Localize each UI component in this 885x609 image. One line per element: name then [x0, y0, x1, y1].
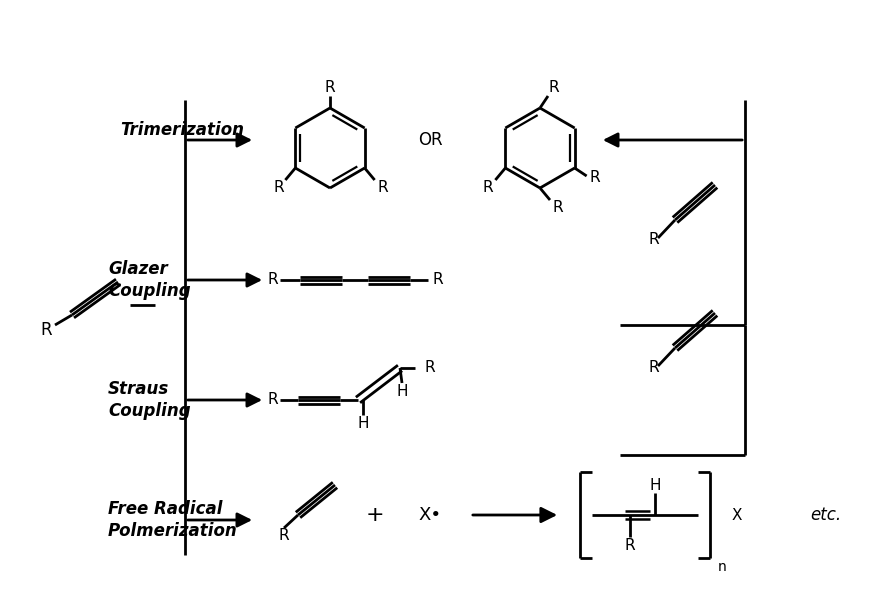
Text: R: R: [267, 392, 278, 407]
Text: R: R: [432, 272, 442, 287]
Text: R: R: [625, 538, 635, 554]
Text: R: R: [553, 200, 564, 216]
Text: R: R: [377, 180, 388, 195]
Text: R: R: [278, 527, 289, 543]
Text: Trimerization: Trimerization: [120, 121, 244, 139]
Text: R: R: [273, 180, 284, 195]
Text: R: R: [325, 80, 335, 96]
Text: X: X: [732, 507, 743, 523]
Text: R: R: [267, 272, 278, 287]
Text: etc.: etc.: [810, 506, 841, 524]
Text: Free Radical
Polmerization: Free Radical Polmerization: [108, 500, 238, 540]
Text: +: +: [366, 505, 384, 525]
Text: R: R: [40, 321, 51, 339]
Text: R: R: [482, 180, 493, 195]
Text: Straus
Coupling: Straus Coupling: [108, 380, 190, 420]
Text: n: n: [718, 560, 727, 574]
Text: R: R: [549, 80, 559, 96]
Text: OR: OR: [418, 131, 442, 149]
Text: H: H: [650, 477, 661, 493]
Text: R: R: [648, 233, 658, 247]
Text: R: R: [424, 361, 435, 376]
Text: H: H: [358, 417, 369, 432]
Text: R: R: [589, 171, 600, 186]
Text: R: R: [648, 361, 658, 376]
Text: H: H: [396, 384, 408, 400]
Text: X•: X•: [419, 506, 442, 524]
Text: Glazer
Coupling: Glazer Coupling: [108, 260, 190, 300]
